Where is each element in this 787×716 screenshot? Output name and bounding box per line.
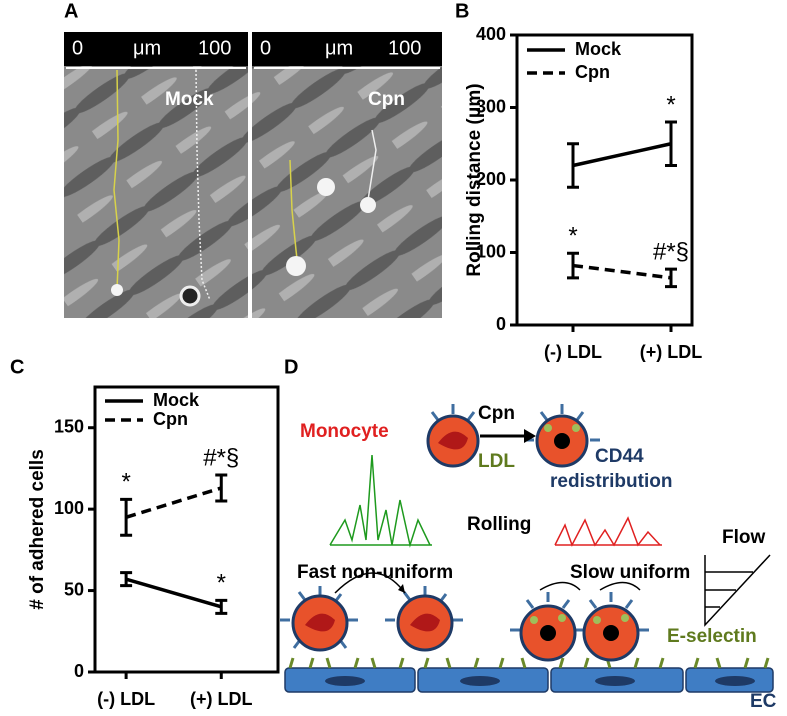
- y-tick-label: 300: [476, 96, 506, 116]
- y-tick-label: 150: [54, 416, 84, 436]
- annotation: *: [666, 91, 675, 118]
- error-bar: [215, 598, 228, 615]
- y-axis-label: # of adhered cells: [27, 449, 48, 610]
- y-tick-label: 50: [64, 579, 84, 599]
- scale-label: μm: [325, 37, 353, 59]
- diagram-label: Slow uniform: [570, 562, 690, 583]
- diagram: Monocyte Cpn LDL CD44 redistribution Rol…: [280, 403, 777, 712]
- x-tick-label: (+) LDL: [640, 342, 703, 362]
- diagram-label: redistribution: [550, 471, 672, 492]
- image-label: Mock: [165, 89, 214, 110]
- diagram-label: Flow: [722, 527, 765, 548]
- diagram-label: E-selectin: [667, 626, 757, 647]
- scale-label: 100: [198, 37, 231, 59]
- panel-label: D: [284, 356, 298, 378]
- annotation: *: [568, 223, 577, 250]
- legend-label: Mock: [153, 390, 200, 410]
- error-bar: [120, 571, 133, 588]
- error-bar: [665, 120, 677, 167]
- scale-label: μm: [133, 37, 161, 59]
- y-tick-label: 400: [476, 24, 506, 44]
- panel-label: A: [64, 0, 78, 22]
- data-line: [125, 486, 222, 519]
- x-tick-label: (-) LDL: [97, 689, 155, 709]
- diagram-label: LDL: [478, 451, 515, 472]
- diagram-label: Rolling: [467, 514, 531, 535]
- diagram-label: EC: [750, 691, 777, 712]
- annotation: *: [217, 570, 226, 597]
- data-line: [572, 142, 672, 168]
- plot-frame: [93, 385, 280, 674]
- error-bar: [567, 142, 579, 189]
- y-tick-label: 0: [74, 661, 84, 681]
- scale-label: 0: [72, 37, 83, 59]
- y-tick-label: 100: [54, 498, 84, 518]
- diagram-label: Monocyte: [300, 421, 389, 442]
- legend-label: Cpn: [575, 62, 610, 82]
- legend-label: Cpn: [153, 409, 188, 429]
- y-tick-label: 100: [476, 241, 506, 261]
- image-label: Cpn: [368, 89, 405, 110]
- error-bar: [567, 251, 579, 280]
- data-line: [572, 263, 672, 280]
- diagram-label: CD44: [595, 446, 644, 467]
- scale-label: 0: [260, 37, 271, 59]
- x-tick-label: (+) LDL: [190, 689, 253, 709]
- error-bar: [120, 497, 133, 537]
- y-tick-label: 0: [496, 314, 506, 334]
- annotation: *: [121, 469, 130, 496]
- error-bar: [215, 473, 228, 503]
- y-tick-label: 200: [476, 169, 506, 189]
- error-bar: [665, 267, 677, 289]
- y-axis-label: Rolling distance (μm): [464, 83, 485, 276]
- scale-label: 100: [388, 37, 421, 59]
- x-tick-label: (-) LDL: [544, 342, 602, 362]
- micrograph: 0 μm 100 Cpn: [252, 32, 442, 318]
- panel-label: B: [455, 0, 469, 22]
- panel-label: C: [10, 356, 24, 378]
- annotation: #*§: [203, 444, 239, 471]
- legend-label: Mock: [575, 39, 622, 59]
- micrograph: 0 μm 100 Mock: [64, 32, 248, 318]
- diagram-label: Fast non-uniform: [297, 562, 453, 583]
- annotation: #*§: [653, 239, 689, 266]
- diagram-label: Cpn: [478, 403, 515, 424]
- data-line: [125, 577, 222, 609]
